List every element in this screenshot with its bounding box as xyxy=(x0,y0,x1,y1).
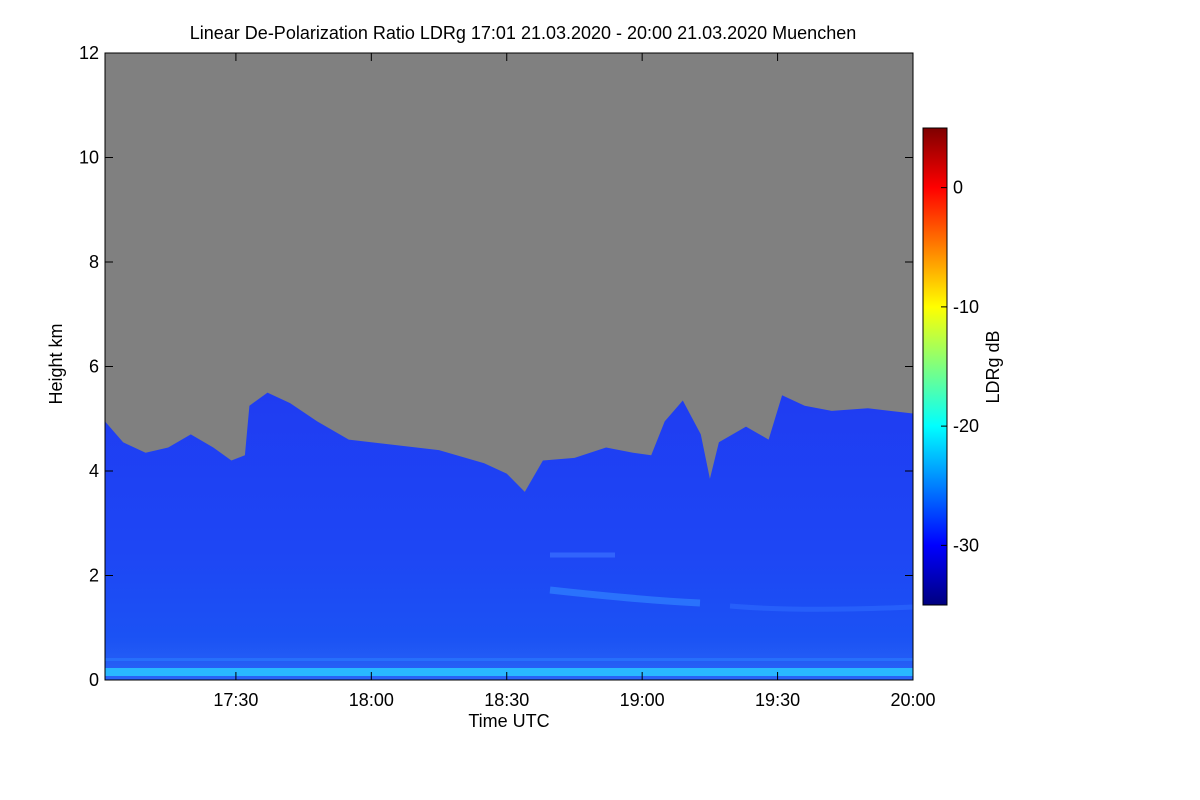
ldr-signal-region xyxy=(105,392,913,680)
plot-area xyxy=(105,53,913,680)
x-tick-label: 17:30 xyxy=(213,690,258,710)
x-tick-label: 19:30 xyxy=(755,690,800,710)
x-tick-label: 20:00 xyxy=(890,690,935,710)
colorbar-tick-label: -20 xyxy=(953,416,979,436)
x-axis-label: Time UTC xyxy=(468,711,549,731)
y-tick-label: 10 xyxy=(79,148,99,168)
colorbar xyxy=(922,127,948,606)
chart-title: Linear De-Polarization Ratio LDRg 17:01 … xyxy=(190,23,856,43)
colorbar-axis: -30 -20 -10 0 xyxy=(941,178,979,555)
y-tick-label: 8 xyxy=(89,252,99,272)
colorbar-tick-label: 0 xyxy=(953,178,963,198)
x-tick-label: 18:30 xyxy=(484,690,529,710)
colorbar-tick-label: -10 xyxy=(953,297,979,317)
y-axis: 0 2 4 6 8 10 12 xyxy=(79,43,913,690)
y-tick-label: 0 xyxy=(89,670,99,690)
y-tick-label: 12 xyxy=(79,43,99,63)
aerosol-layer-feature-3 xyxy=(729,603,913,612)
x-axis: 17:30 18:00 18:30 19:00 19:30 20:00 xyxy=(213,53,936,710)
x-tick-label: 18:00 xyxy=(349,690,394,710)
colorbar-tick-label: -30 xyxy=(953,535,979,555)
y-tick-label: 6 xyxy=(89,357,99,377)
x-tick-label: 19:00 xyxy=(620,690,665,710)
y-tick-label: 4 xyxy=(89,461,99,481)
near-ground-layer xyxy=(105,668,913,676)
y-tick-label: 2 xyxy=(89,566,99,586)
aerosol-layer-feature xyxy=(549,586,701,607)
near-ground-layer-2 xyxy=(105,658,913,661)
y-axis-label: Height km xyxy=(46,323,66,404)
colorbar-label: LDRg dB xyxy=(983,330,1003,403)
